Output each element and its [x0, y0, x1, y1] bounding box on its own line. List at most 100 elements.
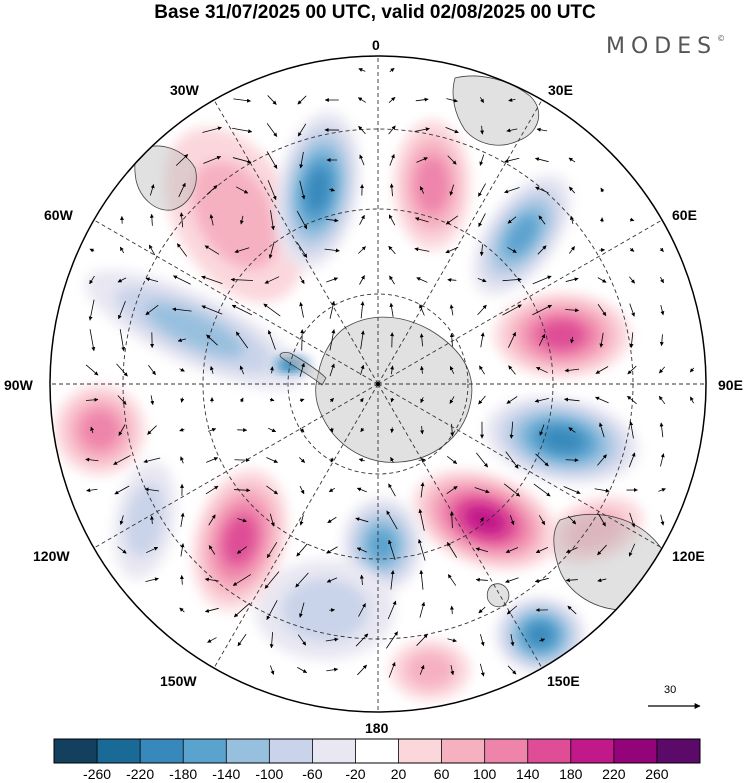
- anomaly-blob: [546, 497, 644, 563]
- new-zealand-coast: [486, 583, 510, 608]
- wind-arrow: [534, 577, 549, 583]
- wind-arrow: [177, 338, 187, 343]
- wind-arrow: [388, 539, 396, 560]
- wind-arrow: [358, 458, 365, 463]
- lon-label-120w: 120W: [33, 548, 70, 564]
- wind-arrow: [507, 247, 517, 253]
- colorbar-swatch: [183, 739, 227, 763]
- wind-arrow: [535, 157, 549, 163]
- wind-arrow: [477, 278, 487, 283]
- wind-arrow: [658, 395, 666, 405]
- wind-arrow: [117, 277, 127, 283]
- wind-arrow: [148, 244, 156, 256]
- wind-arrow: [330, 457, 335, 463]
- wind-arrow: [201, 275, 223, 284]
- wind-arrow: [235, 331, 249, 349]
- wind-arrow: [147, 425, 157, 435]
- wind-arrow: [449, 396, 455, 404]
- wind-arrow: [263, 303, 281, 317]
- wind-arrow: [88, 299, 95, 321]
- wind-arrow: [388, 245, 396, 255]
- wind-arrow: [206, 185, 218, 195]
- wind-arrow: [419, 304, 425, 316]
- wind-arrow: [388, 483, 396, 497]
- wind-arrow: [502, 304, 522, 316]
- wind-arrow: [299, 180, 306, 200]
- wind-arrow: [116, 363, 128, 377]
- colorbar-tick-label: -140: [212, 766, 241, 782]
- wind-arrow: [117, 546, 127, 554]
- wind-arrow: [390, 397, 395, 403]
- colorbar-swatch: [527, 739, 571, 763]
- wind-arrow: [416, 634, 428, 646]
- wind-arrow: [449, 365, 455, 374]
- wind-arrow: [270, 665, 275, 675]
- wind-arrow: [326, 277, 339, 283]
- reference-vector-label: 30: [664, 684, 677, 696]
- wind-arrow: [237, 518, 247, 523]
- wind-arrow: [565, 578, 578, 583]
- wind-arrow: [172, 307, 192, 312]
- wind-arrow: [418, 508, 425, 531]
- wind-arrow: [179, 574, 184, 585]
- colorbar-swatch: [484, 739, 528, 763]
- wind-arrow: [536, 366, 548, 374]
- wind-arrow: [449, 605, 454, 614]
- wind-arrow: [326, 546, 338, 554]
- wind-arrow: [532, 275, 552, 285]
- wind-arrow: [565, 277, 579, 282]
- meridian-line: [213, 383, 379, 669]
- wind-arrow: [299, 427, 305, 433]
- wind-arrow: [175, 154, 189, 166]
- wind-arrow: [173, 275, 191, 285]
- wind-arrow: [420, 426, 425, 435]
- wind-arrow: [267, 180, 277, 201]
- anomaly-blob: [495, 597, 585, 673]
- meridian-line: [377, 99, 543, 385]
- wind-arrow: [89, 275, 95, 285]
- wind-arrow: [85, 364, 99, 376]
- wind-arrow: [329, 329, 336, 351]
- lon-label-150e: 150E: [547, 673, 580, 689]
- wind-arrow: [538, 515, 546, 526]
- wind-arrow: [145, 304, 159, 316]
- wind-arrow: [418, 539, 426, 561]
- wind-arrow: [208, 545, 216, 555]
- wind-arrow: [114, 485, 130, 495]
- wind-arrow: [505, 577, 519, 583]
- wind-arrow: [180, 456, 184, 464]
- wind-arrow: [538, 215, 546, 225]
- wind-arrow: [660, 304, 665, 316]
- wind-arrow: [231, 304, 253, 316]
- wind-arrow: [358, 246, 366, 254]
- wind-arrow: [180, 397, 185, 403]
- wind-arrow: [329, 397, 334, 403]
- anomaly-blob: [472, 174, 572, 296]
- wind-arrow: [474, 487, 490, 494]
- wind-arrow: [149, 184, 155, 196]
- wind-arrow: [595, 396, 609, 404]
- wind-arrow: [145, 277, 159, 282]
- wind-arrow: [85, 457, 99, 462]
- wind-arrow: [446, 542, 458, 558]
- wind-arrow: [533, 483, 551, 497]
- wind-arrow: [239, 365, 245, 375]
- wind-arrow: [237, 633, 247, 647]
- wind-arrow: [210, 365, 214, 374]
- wind-arrow: [360, 427, 365, 433]
- wind-arrow: [388, 125, 396, 135]
- pole-marker: [376, 382, 380, 386]
- wind-arrow: [629, 276, 635, 284]
- wind-arrow: [449, 511, 454, 529]
- wind-arrow: [329, 300, 336, 319]
- wind-arrow: [359, 275, 365, 285]
- wind-arrow: [660, 453, 665, 467]
- wind-arrow: [358, 603, 366, 617]
- wind-arrow: [296, 543, 308, 557]
- wind-arrow: [386, 631, 398, 649]
- wind-arrow: [597, 304, 607, 317]
- wind-arrow: [326, 577, 338, 583]
- wind-arrow: [420, 365, 424, 374]
- wind-arrow: [503, 483, 521, 497]
- colorbar-swatch: [613, 739, 657, 763]
